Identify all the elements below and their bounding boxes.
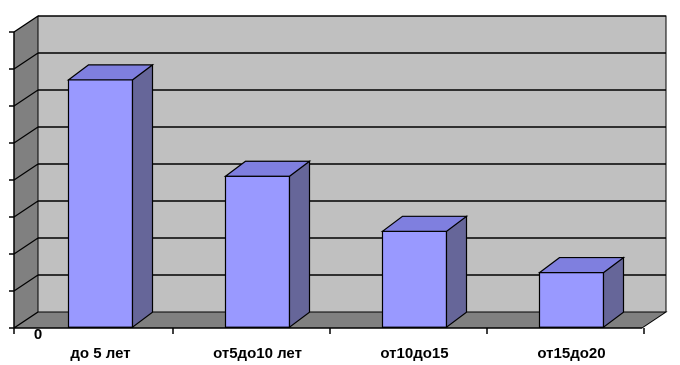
bars xyxy=(66,63,626,329)
bar-top xyxy=(537,256,626,274)
bar-side xyxy=(445,215,468,329)
gridline-side xyxy=(13,15,39,33)
bar-top xyxy=(380,215,469,232)
bar-top xyxy=(223,160,312,177)
x-axis-labels: до 5 лет от5до10 лет от10до15 от15до20 xyxy=(70,345,605,362)
gridline-side xyxy=(13,163,39,181)
gridline-side xyxy=(13,200,39,218)
gridline-side xyxy=(13,52,39,70)
x-tick-label: до 5 лет xyxy=(70,345,130,362)
y-tick-label: 0 xyxy=(34,326,42,343)
gridline-side xyxy=(13,237,39,255)
gridline-side xyxy=(13,89,39,107)
bar-top xyxy=(66,64,155,81)
x-tick-label: от10до15 xyxy=(380,345,448,362)
gridline-side xyxy=(13,126,39,144)
bar-side xyxy=(288,160,311,329)
bar-side xyxy=(131,63,154,329)
bar xyxy=(381,230,448,328)
x-tick-label: от5до10 лет xyxy=(213,345,302,362)
gridline-side xyxy=(13,274,39,292)
bar xyxy=(224,175,291,328)
bar xyxy=(538,271,605,328)
gridline-side xyxy=(13,311,39,329)
y-axis: 0 xyxy=(9,31,645,343)
bar xyxy=(67,79,134,328)
x-tick-label: от15до20 xyxy=(537,345,605,362)
